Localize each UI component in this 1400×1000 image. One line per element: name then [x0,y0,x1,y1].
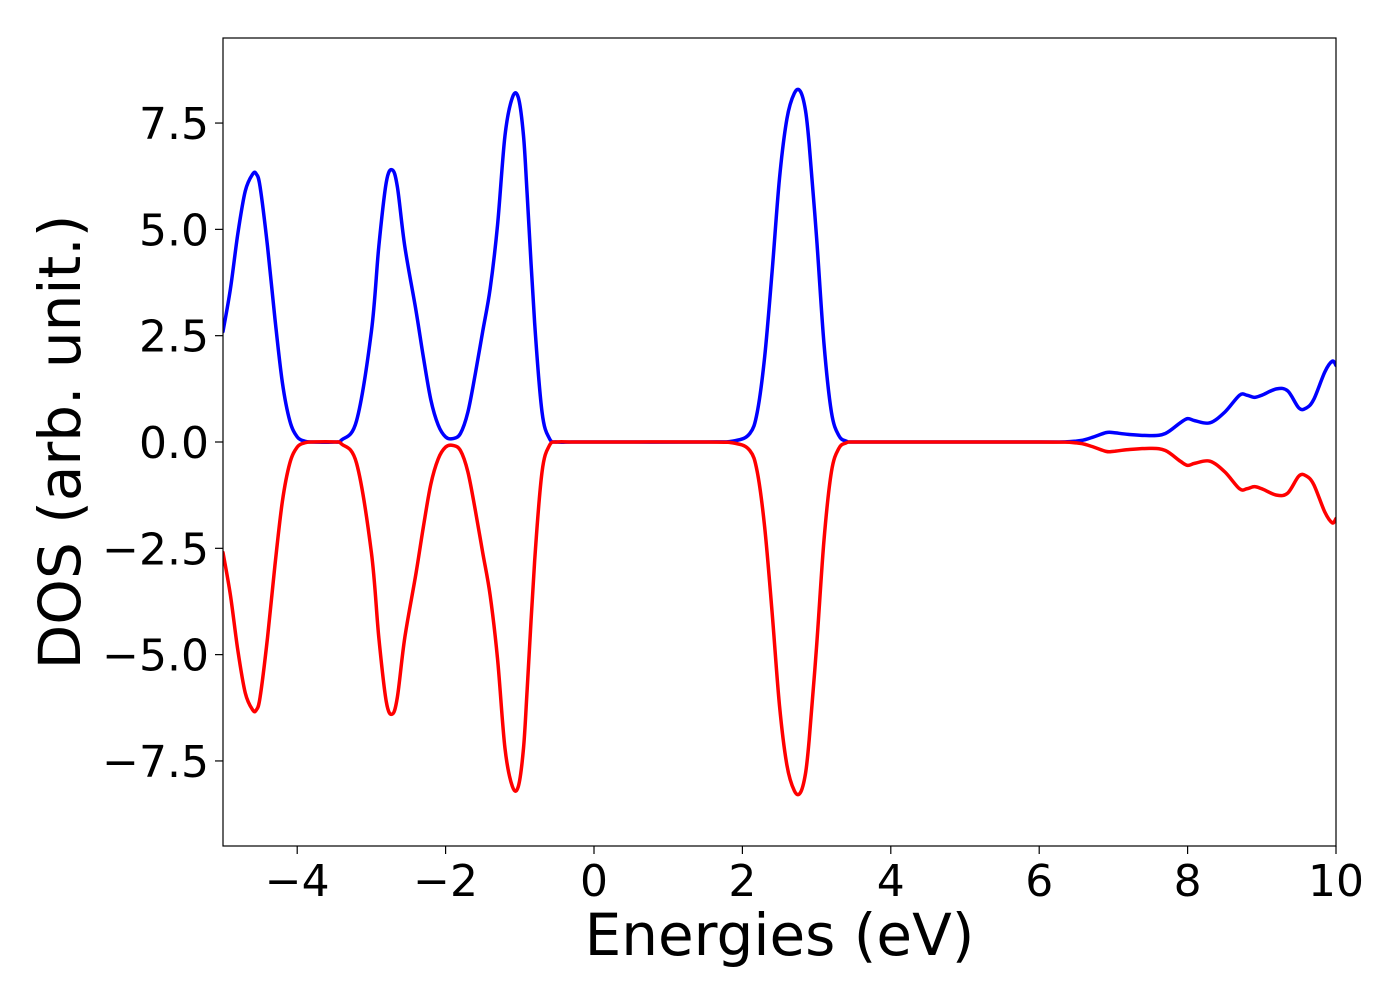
x-tick-label: 8 [1174,856,1202,907]
series-line-red [223,439,1336,797]
y-tick-label: −2.5 [102,524,209,575]
y-tick-label: 7.5 [139,99,209,150]
x-tick-label: 10 [1308,856,1364,907]
y-axis: −7.5 −5.0 −2.5 0.0 2.5 5.0 7.5 [102,99,223,788]
x-tick-label: 2 [728,856,756,907]
x-axis: −4 −2 0 2 4 6 8 10 [265,846,1364,907]
x-tick-label: −4 [265,856,330,907]
y-tick-label: 0.0 [139,418,209,469]
x-axis-label: Energies (eV) [585,901,975,969]
y-tick-label: −5.0 [102,631,209,682]
series-layer [223,87,1336,797]
y-axis-label: DOS (arb. unit.) [26,215,94,670]
y-tick-label: 2.5 [139,312,209,363]
y-tick-label: 5.0 [139,205,209,256]
series-line-blue [223,87,1336,445]
y-tick-label: −7.5 [102,737,209,788]
x-tick-label: 0 [580,856,608,907]
x-tick-label: 6 [1025,856,1053,907]
plot-frame [222,37,1337,847]
x-tick-label: 4 [877,856,905,907]
x-tick-label: −2 [413,856,478,907]
